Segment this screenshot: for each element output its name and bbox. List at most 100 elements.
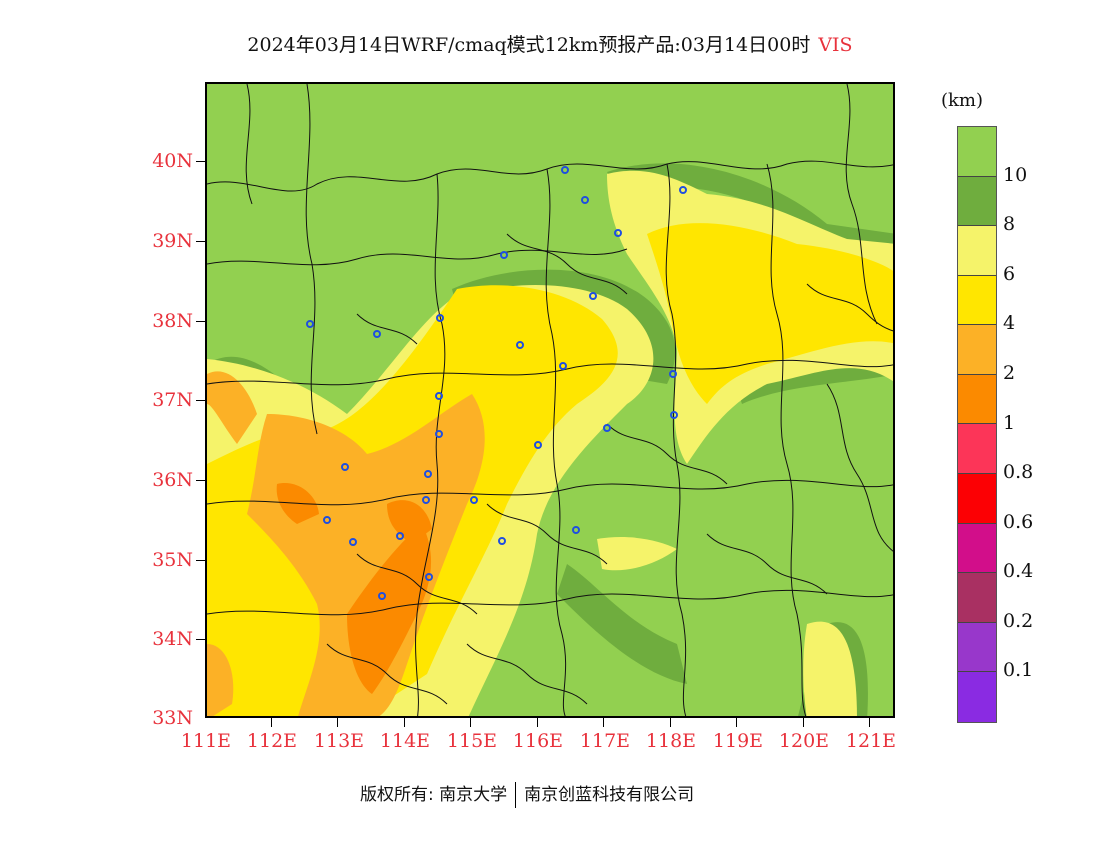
colorbar-label: 4 <box>1003 312 1016 335</box>
city-marker <box>435 430 443 438</box>
colorbar-label: 2 <box>1003 361 1016 384</box>
vis-2-4-region <box>207 371 257 444</box>
lon-tick <box>803 718 804 727</box>
lon-tick <box>603 718 604 727</box>
colorbar-swatch <box>958 573 996 623</box>
city-marker <box>589 292 597 300</box>
city-marker <box>534 441 542 449</box>
lat-label-36: 36N <box>152 469 193 491</box>
colorbar-swatch <box>958 374 996 425</box>
lon-label-114: 114E <box>379 730 431 752</box>
city-marker <box>323 516 331 524</box>
city-marker <box>470 496 478 504</box>
colorbar-label: 8 <box>1003 213 1016 236</box>
vis-6-8-region <box>597 537 677 571</box>
city-marker <box>572 526 580 534</box>
chart-title: 2024年03月14日WRF/cmaq模式12km预报产品:03月14日00时 V… <box>0 30 1100 57</box>
colorbar-swatch <box>958 622 996 673</box>
city-marker <box>435 392 443 400</box>
colorbar-label: 6 <box>1003 262 1016 285</box>
colorbar <box>957 126 997 723</box>
lon-label-118: 118E <box>645 730 697 752</box>
colorbar-swatch <box>958 127 996 177</box>
lon-label-115: 115E <box>446 730 498 752</box>
title-variable: VIS <box>818 34 853 56</box>
lat-tick <box>196 639 205 640</box>
lat-tick <box>196 480 205 481</box>
city-marker <box>436 314 444 322</box>
colorbar-label: 0.6 <box>1003 510 1034 533</box>
vis-4-6-region <box>647 223 893 404</box>
lat-tick <box>196 560 205 561</box>
footer-company: 南京创蓝科技有限公司 <box>524 785 695 805</box>
footer: 版权所有: 南京大学 南京创蓝科技有限公司 <box>360 780 694 808</box>
visibility-map <box>205 82 895 718</box>
footer-separator <box>515 782 517 808</box>
colorbar-swatch <box>958 523 996 574</box>
city-marker <box>669 370 677 378</box>
lat-tick <box>196 321 205 322</box>
colorbar-label: 0.1 <box>1003 659 1034 682</box>
vis-2-4-region <box>207 644 234 716</box>
title-main: 2024年03月14日WRF/cmaq模式12km预报产品:03月14日00时 <box>247 34 811 56</box>
colorbar-swatch <box>958 672 996 722</box>
lon-label-116: 116E <box>512 730 564 752</box>
lon-label-117: 117E <box>579 730 631 752</box>
city-marker <box>396 532 404 540</box>
footer-copyright: 版权所有: 南京大学 <box>360 785 508 805</box>
lon-tick <box>537 718 538 727</box>
colorbar-label: 0.8 <box>1003 461 1034 484</box>
colorbar-label: 10 <box>1003 163 1028 186</box>
lon-tick <box>470 718 471 727</box>
colorbar-swatch <box>958 325 996 375</box>
lat-label-35: 35N <box>152 549 193 571</box>
city-marker <box>670 411 678 419</box>
city-marker <box>516 341 524 349</box>
lon-tick <box>670 718 671 727</box>
city-marker <box>373 330 381 338</box>
colorbar-label: 1 <box>1003 411 1016 434</box>
city-marker <box>559 362 567 370</box>
city-marker <box>425 573 433 581</box>
colorbar-label: 0.4 <box>1003 560 1034 583</box>
lon-tick <box>736 718 737 727</box>
city-marker <box>603 424 611 432</box>
lon-label-113: 113E <box>313 730 365 752</box>
lon-tick <box>271 718 272 727</box>
vis-1-2-region <box>387 500 432 544</box>
lat-label-40: 40N <box>152 150 193 172</box>
city-marker <box>500 251 508 259</box>
lon-label-112: 112E <box>246 730 298 752</box>
colorbar-swatch <box>958 176 996 227</box>
city-marker <box>498 537 506 545</box>
lon-tick <box>404 718 405 727</box>
lat-label-34: 34N <box>152 628 193 650</box>
lat-label-33: 33N <box>152 707 193 729</box>
lon-label-119: 119E <box>712 730 764 752</box>
colorbar-swatch <box>958 226 996 276</box>
colorbar-label: 0.2 <box>1003 609 1034 632</box>
city-marker <box>422 496 430 504</box>
colorbar-unit: (km) <box>941 90 984 111</box>
city-marker <box>581 196 589 204</box>
lon-tick <box>869 718 870 727</box>
admin-boundaries <box>207 84 893 716</box>
vis-8-10-band <box>452 269 676 384</box>
city-marker <box>349 538 357 546</box>
colorbar-swatch <box>958 275 996 326</box>
lat-tick <box>196 400 205 401</box>
colorbar-swatch <box>958 424 996 475</box>
city-marker <box>378 592 386 600</box>
colorbar-swatch <box>958 474 996 524</box>
lat-label-39: 39N <box>152 230 193 252</box>
vis-8-10-band <box>557 564 687 684</box>
map-canvas <box>207 84 893 716</box>
lon-label-111: 111E <box>180 730 232 752</box>
lat-tick <box>196 161 205 162</box>
vis-6-8-region <box>803 621 857 716</box>
city-marker <box>679 186 687 194</box>
lon-label-121: 121E <box>845 730 897 752</box>
city-marker <box>561 166 569 174</box>
lat-label-37: 37N <box>152 389 193 411</box>
city-marker <box>424 470 432 478</box>
